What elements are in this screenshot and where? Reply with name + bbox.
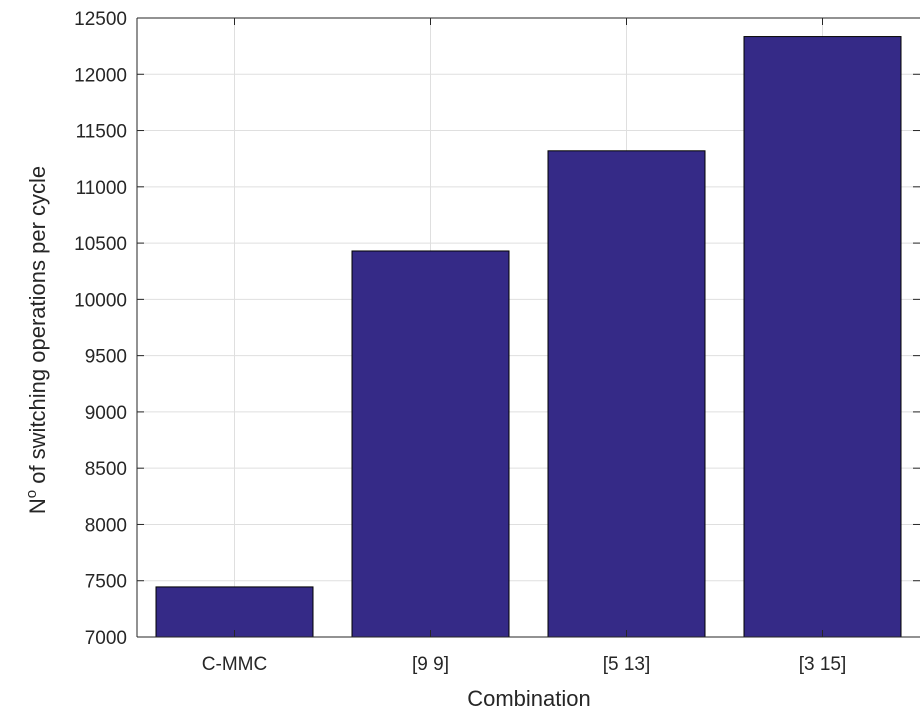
axes <box>136 17 920 638</box>
bar <box>351 250 510 638</box>
y-tick-label: 9500 <box>85 347 127 368</box>
x-tick-label: C-MMC <box>202 654 267 675</box>
y-tick-label: 9000 <box>85 403 127 424</box>
y-tick-label: 8000 <box>85 515 127 536</box>
y-tick-label: 7000 <box>85 628 127 649</box>
y-tick-label: 10000 <box>74 290 127 311</box>
bar <box>743 36 902 638</box>
bar <box>155 586 314 638</box>
y-tick-label: 7500 <box>85 572 127 593</box>
y-axis-label-suffix: of switching operations per cycle <box>25 166 50 490</box>
y-tick-labels: 7000 7500 8000 8500 9000 9500 10000 10500 11000 1… <box>74 9 127 649</box>
y-axis-label-prefix: N <box>25 498 50 514</box>
bar <box>547 150 706 638</box>
y-tick-label: 11000 <box>76 178 127 199</box>
y-axis-label: No of switching operations per cycle <box>23 166 50 514</box>
y-tick-label: 12500 <box>74 9 127 30</box>
y-tick-label: 10500 <box>74 234 127 255</box>
x-tick-label: [3 15] <box>799 654 847 675</box>
y-axis-label-superscript: o <box>23 490 40 498</box>
x-tick-label: [9 9] <box>412 654 449 675</box>
x-axis-label: Combination <box>467 686 591 711</box>
x-tick-label: [5 13] <box>603 654 651 675</box>
y-tick-label: 12000 <box>74 65 127 86</box>
x-tick-labels: C-MMC [9 9] [5 13] [3 15] <box>202 654 846 675</box>
y-tick-label: 8500 <box>85 459 127 480</box>
y-tick-label: 11500 <box>76 122 127 143</box>
bars <box>155 36 902 638</box>
